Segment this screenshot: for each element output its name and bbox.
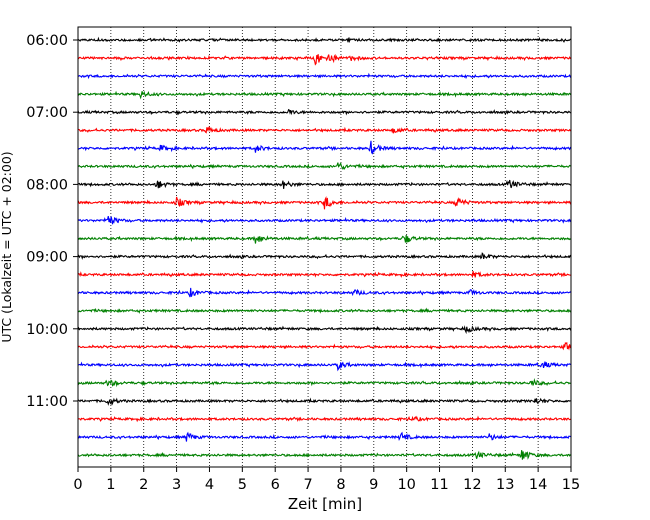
y-tick-label-11:00: 11:00 <box>26 394 68 410</box>
plot-frame <box>77 26 572 468</box>
trace-0600 <box>77 36 572 43</box>
x-tick-label-8: 8 <box>336 477 345 493</box>
trace-0715 <box>77 126 572 134</box>
y-axis-ticks: 06:00 07:00 08:00 09:00 10:00 11:00 <box>26 33 78 410</box>
y-tick-label-07:00: 07:00 <box>26 105 68 121</box>
trace-1030 <box>77 361 572 372</box>
y-tick-label-06:00: 06:00 <box>26 33 68 49</box>
trace-1130 <box>77 431 572 442</box>
x-tick-label-15: 15 <box>562 477 580 493</box>
trace-0915 <box>77 270 572 279</box>
trace-0930 <box>77 287 572 298</box>
x-tick-label-10: 10 <box>397 477 415 493</box>
x-tick-label-13: 13 <box>496 477 514 493</box>
trace-1045 <box>77 377 572 388</box>
x-tick-label-7: 7 <box>303 477 312 493</box>
trace-1000 <box>77 325 572 335</box>
trace-1115 <box>77 415 572 423</box>
x-tick-label-1: 1 <box>106 477 115 493</box>
trace-0830 <box>77 215 572 225</box>
trace-0700 <box>77 108 572 116</box>
trace-0730 <box>77 140 572 155</box>
trace-0630 <box>77 72 572 80</box>
y-tick-label-10:00: 10:00 <box>26 322 68 338</box>
vertical-grid <box>110 27 539 467</box>
x-tick-label-9: 9 <box>369 477 378 493</box>
y-axis-label: UTC (Lokalzeit = UTC + 02:00) <box>0 151 14 342</box>
trace-1015 <box>77 341 572 351</box>
x-tick-label-12: 12 <box>463 477 481 493</box>
x-tick-label-2: 2 <box>139 477 148 493</box>
trace-0745 <box>77 162 572 171</box>
trace-0645 <box>77 90 572 100</box>
trace-0845 <box>77 235 572 244</box>
x-tick-label-14: 14 <box>529 477 547 493</box>
x-tick-label-3: 3 <box>172 477 181 493</box>
x-axis-ticks: 0 1 2 3 4 5 6 7 8 9 10 11 12 13 14 15 <box>73 467 580 493</box>
trace-0900 <box>77 252 572 260</box>
trace-0800 <box>77 179 572 189</box>
trace-0815 <box>77 196 572 210</box>
y-tick-label-09:00: 09:00 <box>26 250 68 266</box>
x-tick-label-6: 6 <box>271 477 280 493</box>
trace-0945 <box>77 307 572 314</box>
x-tick-label-11: 11 <box>430 477 448 493</box>
trace-1100 <box>77 397 572 406</box>
x-axis-label: Zeit [min] <box>288 495 362 513</box>
trace-1145 <box>77 450 572 460</box>
x-tick-label-0: 0 <box>73 477 82 493</box>
x-tick-label-4: 4 <box>205 477 214 493</box>
seismic-traces <box>77 36 572 460</box>
y-tick-label-08:00: 08:00 <box>26 177 68 193</box>
trace-0615 <box>77 53 572 66</box>
x-tick-label-5: 5 <box>238 477 247 493</box>
